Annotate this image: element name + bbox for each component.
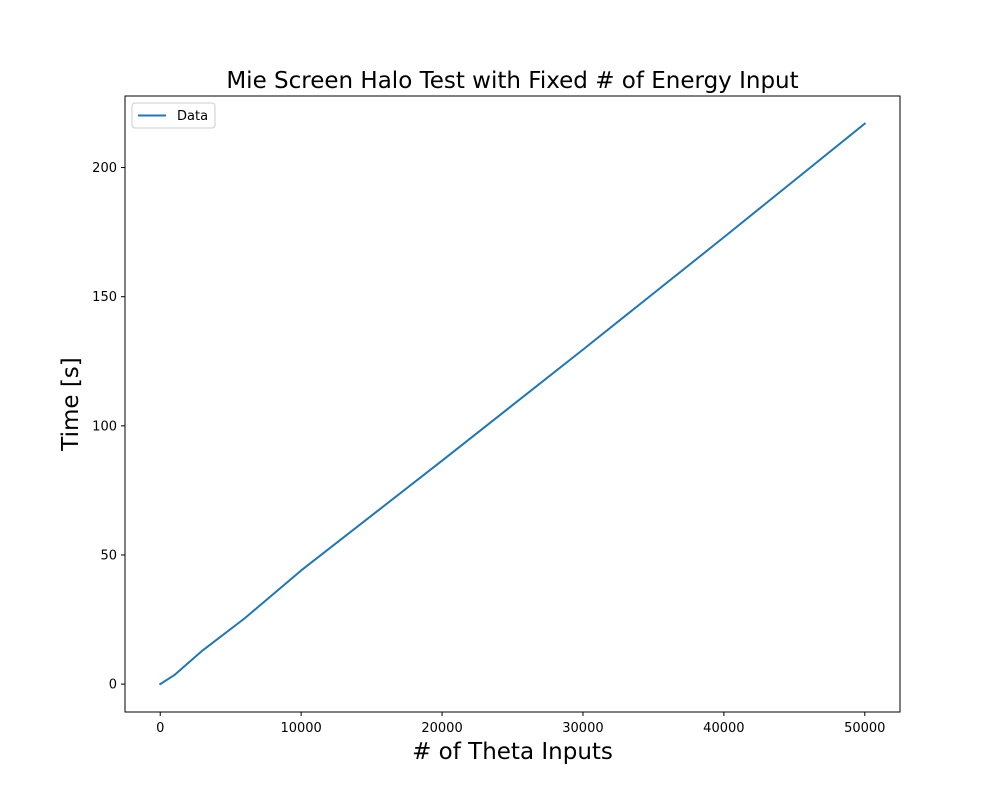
series-layer xyxy=(158,122,867,686)
x-tick-label: 30000 xyxy=(562,721,603,736)
chart-title: Mie Screen Halo Test with Fixed # of Ene… xyxy=(226,68,798,94)
y-tick-label: 100 xyxy=(92,419,117,434)
y-tick-label: 150 xyxy=(92,290,117,305)
y-tick-label: 50 xyxy=(100,548,117,563)
x-axis-label: # of Theta Inputs xyxy=(412,739,613,765)
x-tick-label: 10000 xyxy=(280,721,321,736)
x-tick-label: 40000 xyxy=(703,721,744,736)
series-line-data xyxy=(158,122,867,686)
legend-label: Data xyxy=(177,109,208,124)
y-tick-label: 200 xyxy=(92,161,117,176)
x-tick-label: 20000 xyxy=(421,721,462,736)
legend: Data xyxy=(131,102,216,129)
x-tick-label: 50000 xyxy=(844,721,885,736)
legend-box xyxy=(131,102,216,129)
y-tick-label: 0 xyxy=(109,678,117,693)
x-tick-label: 0 xyxy=(156,721,164,736)
plot-frame xyxy=(124,95,901,713)
y-axis-label: Time [s] xyxy=(58,357,84,452)
axis-ticks: 0 10000 20000 30000 40000 50000 0 50 100 150 200 xyxy=(92,161,885,736)
